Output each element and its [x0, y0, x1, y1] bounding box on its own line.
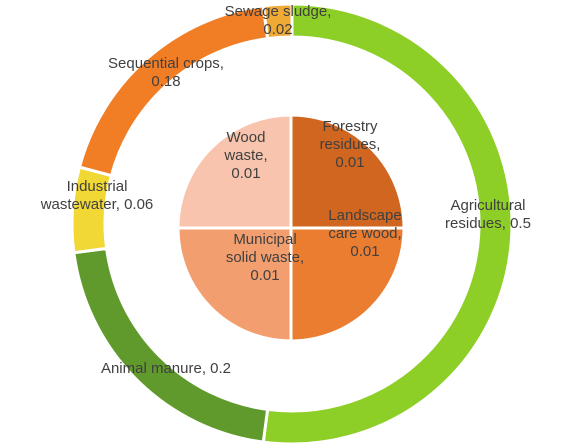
label-line: care wood,	[328, 225, 401, 242]
slice-landscape-care-wood	[289, 226, 406, 343]
inner-pie	[176, 113, 406, 343]
slice-forestry-residues	[289, 113, 406, 230]
label-line: Agricultural	[450, 197, 525, 214]
label-line: 0.01	[350, 243, 379, 260]
outer-label-industrial-wastewater: Industrial wastewater, 0.06	[40, 178, 154, 213]
label-line: wastewater, 0.06	[40, 196, 154, 213]
label-line: Municipal	[233, 231, 296, 248]
label-line: waste,	[223, 147, 267, 164]
label-line: Sewage sludge,	[225, 3, 332, 20]
outer-label-sequential-crops: Sequential crops, 0.18	[108, 55, 224, 90]
label-line: 0.02	[263, 21, 292, 38]
outer-label-sewage-sludge: Sewage sludge, 0.02	[225, 3, 332, 38]
label-line: residues,	[320, 136, 381, 153]
inner-label-municipal-solid-waste: Municipal solid waste, 0.01	[226, 231, 304, 284]
label-line: 0.01	[335, 154, 364, 171]
label-line: 0.01	[231, 165, 260, 182]
label-line: Industrial	[67, 178, 128, 195]
label-line: Forestry	[322, 118, 378, 135]
label-line: residues, 0.5	[445, 215, 531, 232]
slice-labels: Agricultural residues, 0.5 Animal manure, …	[40, 3, 531, 377]
outer-ring	[70, 2, 514, 444]
label-line: 0.01	[250, 267, 279, 284]
slice-sewage-sludge	[261, 2, 294, 41]
label-line: solid waste,	[226, 249, 304, 266]
label-line: Sequential crops,	[108, 55, 224, 72]
label-line: Animal manure, 0.2	[101, 360, 231, 377]
outer-label-agricultural-residues: Agricultural residues, 0.5	[445, 197, 531, 232]
label-line: Landscape	[328, 207, 401, 224]
label-line: 0.18	[151, 73, 180, 90]
slice-wood-waste	[176, 113, 293, 230]
label-line: Wood	[227, 129, 266, 146]
slice-agricultural-residues	[261, 2, 514, 444]
slice-municipal-solid-waste	[176, 226, 293, 343]
inner-label-landscape-care-wood: Landscape care wood, 0.01	[328, 207, 401, 260]
inner-label-wood-waste: Wood waste, 0.01	[223, 129, 267, 182]
outer-label-animal-manure: Animal manure, 0.2	[101, 360, 231, 377]
inner-label-forestry-residues: Forestry residues, 0.01	[320, 118, 381, 171]
